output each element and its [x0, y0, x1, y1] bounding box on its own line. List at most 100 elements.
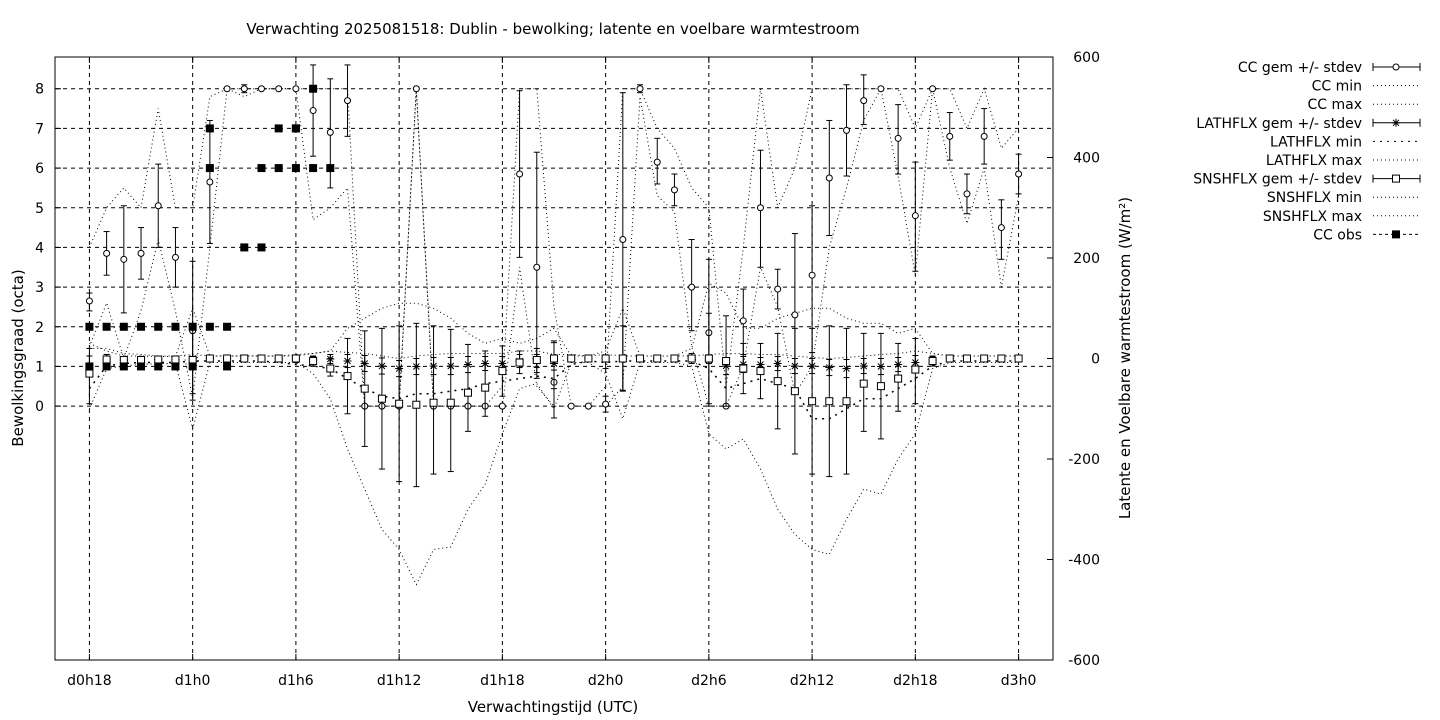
snshflx-mean-errorbar-point — [429, 398, 438, 407]
snshflx-mean-errorbar-point — [85, 369, 94, 378]
cc-obs-point — [137, 362, 146, 371]
snshflx-mean-errorbar — [722, 315, 731, 407]
snshflx-mean-errorbar-point — [876, 382, 885, 391]
cc-mean-errorbar — [825, 119, 833, 237]
snshflx-mean-errorbar-point — [859, 379, 868, 388]
cc-mean-errorbar-point — [843, 126, 851, 134]
cc-obs-point — [171, 322, 180, 331]
snshflx-mean-errorbar — [704, 312, 713, 405]
cc-obs-point — [257, 243, 266, 252]
cc-mean-errorbar — [171, 227, 179, 288]
cc-mean-errorbar-point — [154, 202, 162, 210]
snshflx-mean-errorbar — [584, 354, 593, 363]
snshflx-mean-errorbar-point — [584, 354, 593, 363]
y2-tick-label: -400 — [1068, 553, 1100, 569]
cc-mean-errorbar — [670, 173, 678, 207]
snshflx-mean-errorbar — [377, 327, 386, 470]
cc-mean-errorbar-point — [516, 170, 524, 178]
legend-marker — [1392, 118, 1400, 127]
snshflx-mean-errorbar-point — [670, 354, 679, 363]
snshflx-mean-errorbar — [876, 332, 885, 440]
cc-obs-point — [154, 362, 163, 371]
cc-mean-errorbar — [946, 112, 954, 161]
cc-mean-errorbar — [533, 151, 541, 379]
x-tick-label: d2h18 — [893, 673, 937, 689]
cc-mean-errorbar — [774, 268, 782, 310]
snshflx-mean-errorbar-point — [532, 356, 541, 365]
cc-mean-errorbar — [309, 64, 317, 157]
y2-tick-label: 400 — [1073, 151, 1100, 167]
legend-label: CC min — [1312, 79, 1362, 95]
cc-mean-errorbar-point — [929, 85, 937, 93]
snshflx-mean-errorbar — [395, 325, 404, 483]
cc-obs-point — [154, 322, 163, 331]
snshflx-mean-errorbar — [670, 354, 679, 363]
snshflx-mean-errorbar-point — [997, 354, 1006, 363]
x-axis-label: Verwachtingstijd (UTC) — [468, 698, 639, 716]
x-tick-label: d2h12 — [790, 673, 834, 689]
cc-mean-errorbar — [860, 74, 868, 125]
snshflx-mean-errorbar — [446, 328, 455, 473]
snshflx-mean-errorbar-point — [653, 354, 662, 363]
legend-marker — [1392, 174, 1400, 183]
cc-mean-errorbar — [584, 402, 592, 410]
cc-mean-errorbar-point — [894, 134, 902, 142]
legend-label: CC max — [1307, 97, 1362, 113]
snshflx-mean-errorbar-point — [240, 354, 249, 363]
y2-tick-label: 0 — [1091, 352, 1100, 368]
cc-obs-point — [102, 362, 111, 371]
cc-obs-point — [205, 124, 214, 133]
x-tick-label: d2h0 — [588, 673, 624, 689]
snshflx-mean-errorbar — [515, 350, 524, 375]
snshflx-mean-errorbar-point — [601, 354, 610, 363]
snshflx-mean-errorbar — [618, 325, 627, 392]
legend-label: LATHFLX max — [1266, 153, 1362, 169]
cc-obs-point — [309, 164, 318, 173]
snshflx-mean-errorbar — [463, 343, 472, 432]
snshflx-mean-errorbar — [687, 352, 696, 365]
snshflx-mean-errorbar — [274, 354, 283, 363]
snshflx-mean-errorbar — [980, 354, 989, 363]
snshflx-mean-errorbar — [257, 354, 266, 363]
cc-mean-errorbar-point — [980, 132, 988, 140]
cc-mean-errorbar — [567, 402, 575, 410]
y2-tick-label: -600 — [1068, 653, 1100, 669]
y2-axis-label: Latente en Voelbare warmtestroom (W/m²) — [1116, 197, 1134, 519]
cc-mean-errorbar — [257, 85, 265, 93]
cc-obs-point — [240, 243, 249, 252]
snshflx-mean-errorbar — [171, 355, 180, 364]
cc-mean-errorbar-point — [653, 158, 661, 166]
snshflx-mean-errorbar-point — [550, 354, 558, 363]
snshflx-mean-errorbar — [532, 347, 541, 374]
cc-mean-errorbar-point — [860, 97, 868, 105]
legend-label: CC obs — [1313, 227, 1362, 243]
series-layer — [85, 64, 1023, 586]
cc-mean-errorbar-point — [567, 402, 575, 410]
y-tick-label: 4 — [35, 240, 44, 256]
snshflx-mean-errorbar — [412, 322, 421, 488]
cc-obs-point — [257, 164, 266, 173]
snshflx-mean-errorbar — [825, 325, 834, 478]
cc-mean-errorbar-point — [498, 402, 506, 410]
x-tick-label: d1h18 — [480, 673, 524, 689]
snshflx-mean-errorbar-point — [377, 394, 386, 403]
cc-mean-errorbar — [137, 227, 145, 280]
snshflx-mean-errorbar-point — [446, 398, 455, 407]
y2-tick-label: 600 — [1073, 50, 1100, 66]
snshflx-mean-errorbar-point — [825, 397, 834, 406]
cc-mean-errorbar-point — [670, 186, 678, 194]
legend-label: LATHFLX gem +/- stdev — [1196, 116, 1362, 132]
y2-tick-label: -200 — [1068, 452, 1100, 468]
snshflx-mean-errorbar-point — [945, 354, 954, 363]
cc-obs-point — [274, 164, 283, 173]
snshflx-mean-errorbar — [945, 354, 954, 363]
snshflx-mean-errorbar-point — [257, 354, 266, 363]
cc-mean-errorbar-point — [206, 178, 214, 186]
cc-mean-errorbar — [843, 84, 851, 177]
snshflx-mean-errorbar-point — [395, 399, 404, 408]
cc-obs-point — [188, 362, 197, 371]
snshflx-mean-errorbar-point — [756, 367, 765, 376]
cc-mean-errorbar-point — [808, 271, 816, 279]
cc-mean-errorbar-point — [171, 253, 179, 261]
snshflx-mean-errorbar — [567, 354, 576, 363]
